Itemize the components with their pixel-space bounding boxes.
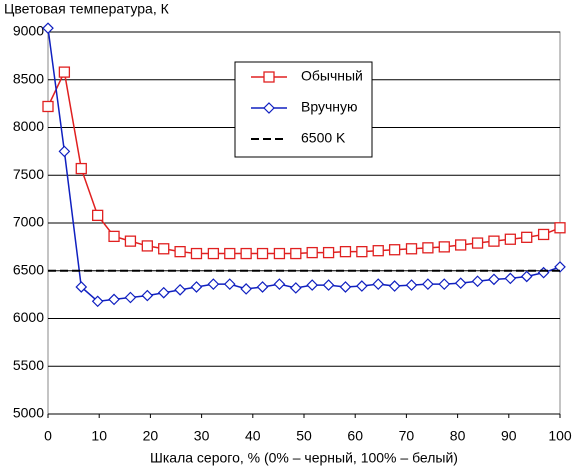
marker [157, 286, 170, 299]
y-tick-label: 8500 [13, 70, 44, 86]
legend [234, 61, 373, 158]
legend-label: Вручную [301, 99, 358, 115]
x-tick-label: 40 [245, 428, 261, 444]
marker [207, 247, 220, 260]
x-tick-label: 90 [501, 428, 517, 444]
marker [207, 278, 220, 290]
marker [256, 281, 269, 293]
marker [306, 246, 318, 259]
marker [92, 209, 104, 222]
marker [124, 235, 137, 247]
x-tick-label: 50 [296, 428, 312, 444]
marker [290, 247, 302, 260]
marker [75, 162, 87, 175]
marker [521, 231, 533, 243]
marker [322, 279, 335, 291]
marker [372, 278, 385, 290]
marker [405, 243, 418, 255]
marker [91, 295, 104, 308]
marker [58, 145, 71, 158]
chart-title: Цветовая температура, К [4, 1, 170, 17]
marker [339, 281, 352, 293]
marker [306, 279, 319, 291]
marker [141, 240, 153, 252]
marker [388, 244, 401, 256]
marker [58, 66, 71, 78]
marker [289, 282, 302, 294]
marker [124, 291, 137, 304]
marker [422, 278, 434, 290]
x-tick-label: 100 [548, 428, 572, 444]
marker [488, 273, 500, 286]
marker [223, 278, 236, 290]
marker [471, 275, 484, 288]
marker [322, 246, 335, 259]
marker [455, 239, 467, 251]
y-tick-label: 6500 [13, 261, 44, 277]
marker [554, 222, 566, 234]
y-tick-label: 7000 [13, 214, 44, 230]
marker [520, 270, 533, 283]
marker [240, 247, 252, 260]
x-tick-label: 20 [143, 428, 159, 444]
marker [471, 237, 484, 249]
marker [372, 245, 384, 257]
x-tick-label: 80 [450, 428, 466, 444]
marker [339, 245, 352, 258]
marker [42, 100, 54, 113]
marker [174, 245, 186, 258]
y-tick-label: 8000 [13, 118, 44, 134]
x-tick-label: 70 [399, 428, 415, 444]
marker [75, 281, 88, 293]
y-tick-label: 9000 [13, 23, 44, 39]
legend-label: 6500 K [301, 130, 346, 146]
marker [537, 228, 550, 241]
marker [405, 279, 418, 291]
marker [504, 272, 517, 285]
marker [263, 102, 275, 114]
marker [141, 289, 154, 302]
marker [388, 280, 401, 292]
marker [190, 281, 203, 293]
y-tick-label: 7500 [13, 166, 44, 182]
marker [504, 233, 516, 245]
marker [554, 261, 566, 273]
marker [356, 245, 368, 258]
x-tick-label: 0 [44, 428, 52, 444]
marker [488, 235, 500, 247]
x-axis-label: Шкала серого, % (0% – черный, 100% – бел… [150, 450, 458, 466]
marker [438, 241, 450, 253]
y-tick-label: 6000 [13, 309, 44, 325]
y-tick-label: 5000 [13, 405, 44, 421]
marker [158, 243, 170, 255]
marker [273, 278, 286, 290]
marker [240, 283, 252, 295]
marker [438, 278, 451, 290]
marker [108, 293, 120, 306]
marker [273, 247, 286, 260]
x-tick-label: 10 [91, 428, 107, 444]
y-tick-label: 5500 [13, 357, 44, 373]
marker [256, 247, 269, 260]
marker [174, 284, 186, 296]
marker [454, 277, 467, 290]
marker [422, 242, 434, 254]
marker [263, 71, 275, 83]
marker [190, 247, 203, 260]
marker [108, 230, 120, 243]
legend-label: Обычный [301, 68, 363, 84]
x-tick-label: 60 [347, 428, 363, 444]
x-tick-label: 30 [194, 428, 210, 444]
marker [42, 22, 54, 35]
marker [356, 280, 368, 292]
marker [224, 247, 236, 260]
